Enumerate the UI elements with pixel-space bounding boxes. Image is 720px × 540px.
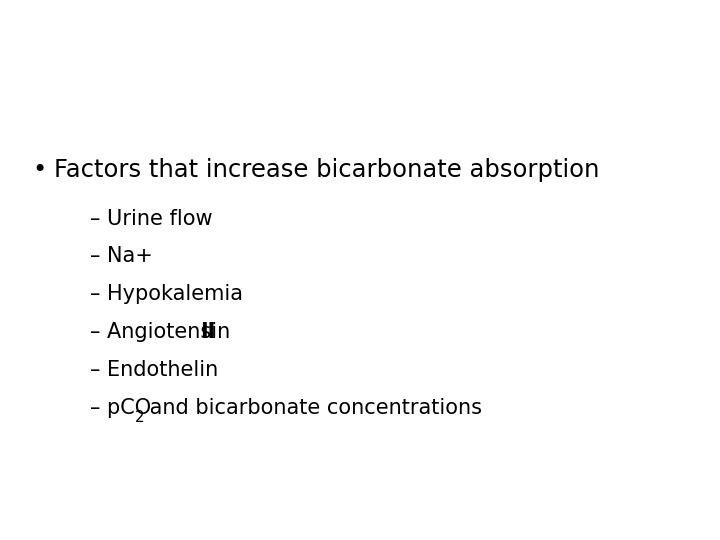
Text: – Endothelin: – Endothelin	[90, 360, 218, 380]
Text: – Na+: – Na+	[90, 246, 153, 267]
Text: – Hypokalemia: – Hypokalemia	[90, 284, 243, 305]
Text: – Urine flow: – Urine flow	[90, 208, 212, 229]
Text: Factors that increase bicarbonate absorption: Factors that increase bicarbonate absorp…	[54, 158, 599, 182]
Text: – pCO: – pCO	[90, 397, 151, 418]
Text: 2: 2	[135, 410, 144, 425]
Text: – Angiotensin: – Angiotensin	[90, 322, 237, 342]
Text: •: •	[32, 158, 47, 182]
Text: and bicarbonate concentrations: and bicarbonate concentrations	[143, 397, 482, 418]
Text: II: II	[200, 322, 215, 342]
